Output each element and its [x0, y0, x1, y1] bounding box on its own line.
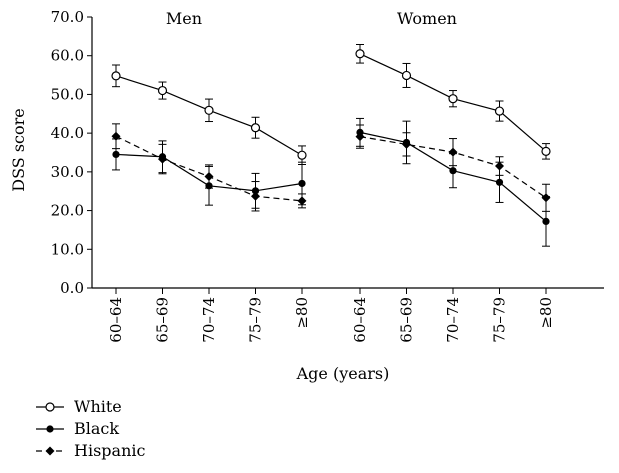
legend-label: White [74, 397, 122, 416]
legend-label: Hispanic [74, 441, 145, 460]
legend-item-hispanic: Hispanic [36, 441, 145, 460]
data-point [297, 196, 307, 206]
data-point [401, 70, 412, 81]
y-tick-label: 60.0 [51, 47, 84, 65]
y-tick-label: 20.0 [51, 202, 84, 220]
data-point [250, 123, 261, 133]
legend-marker [45, 446, 55, 456]
data-point [542, 217, 550, 226]
legend-item-black: Black [36, 419, 119, 438]
x-tick-label: 75–79 [247, 297, 265, 343]
series-white [111, 64, 307, 166]
series-black [356, 117, 550, 247]
x-tick-label: ≥80 [293, 297, 311, 329]
y-tick-label: 10.0 [51, 240, 84, 258]
panel-label: Men [166, 9, 202, 28]
legend-marker [46, 425, 54, 433]
data-point [204, 172, 214, 182]
axes: 0.0 10.0 20.0 30.0 40.0 50.0 60.0 70.0 Men 60–64 6… [51, 8, 604, 343]
y-tick-label: 70.0 [51, 8, 84, 26]
legend-label: Black [74, 419, 119, 438]
data-point [158, 154, 167, 164]
x-tick-label: ≥80 [537, 297, 555, 329]
legend-marker [45, 402, 55, 412]
data-point [448, 147, 458, 157]
data-point [298, 179, 306, 188]
x-tick-label: 65–69 [398, 297, 416, 343]
y-axis-title: DSS score [9, 108, 28, 191]
data-point [494, 106, 505, 116]
data-point [157, 85, 168, 96]
y-tick-label: 30.0 [51, 163, 84, 181]
data-point [449, 167, 457, 175]
series-layer [111, 43, 551, 247]
data-point [112, 150, 120, 159]
data-point [204, 105, 214, 115]
x-axis-title: Age (years) [296, 364, 390, 383]
x-tick-label: 65–69 [154, 297, 172, 343]
x-tick-label: 60–64 [351, 297, 369, 343]
series-white [355, 43, 551, 160]
panel-label: Women [397, 9, 457, 28]
x-tick-label: 70–74 [444, 297, 462, 343]
data-point [355, 49, 365, 59]
legend-item-white: White [36, 397, 122, 416]
data-point [448, 94, 458, 104]
x-tick-label: 70–74 [200, 297, 218, 343]
data-point [251, 191, 260, 201]
y-tick-label: 0.0 [60, 279, 84, 297]
data-point [541, 146, 551, 156]
data-point [111, 131, 121, 141]
legend: White Black Hispanic [36, 397, 145, 460]
x-tick-label: 75–79 [491, 297, 509, 343]
data-point [111, 71, 121, 81]
y-tick-label: 40.0 [51, 124, 84, 142]
data-point [495, 161, 504, 171]
series-hispanic [111, 123, 307, 212]
data-point [402, 139, 411, 149]
series-hispanic [355, 124, 551, 212]
data-point [541, 193, 551, 203]
data-point [495, 178, 504, 186]
data-point [297, 150, 307, 160]
data-point [355, 132, 365, 142]
y-tick-label: 50.0 [51, 85, 84, 103]
x-tick-label: 60–64 [107, 297, 125, 343]
